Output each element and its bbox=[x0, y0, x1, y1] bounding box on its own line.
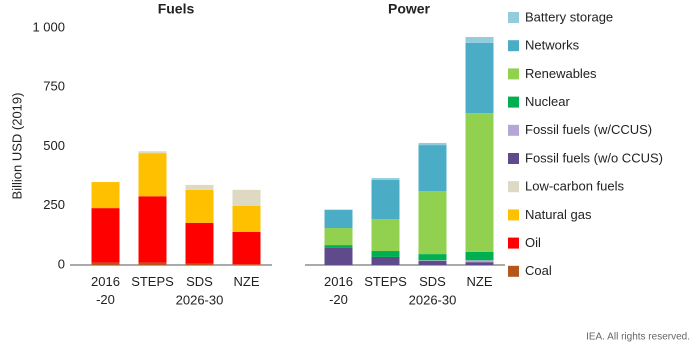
bar-segment bbox=[418, 260, 447, 261]
legend-swatch bbox=[508, 68, 519, 80]
legend-swatch bbox=[508, 181, 519, 193]
bar-segment bbox=[232, 205, 261, 232]
bar-segment bbox=[465, 260, 494, 263]
y-axis-label: Billion USD (2019) bbox=[9, 93, 24, 200]
legend-swatch bbox=[508, 265, 519, 277]
x-tick-label: SDS bbox=[186, 274, 213, 289]
bar-segment bbox=[418, 191, 447, 255]
bar-segment bbox=[232, 264, 261, 265]
bar-segment bbox=[371, 256, 400, 265]
bar-segment bbox=[465, 37, 494, 43]
bar-segment bbox=[91, 182, 120, 209]
legend-label: Natural gas bbox=[525, 207, 592, 222]
bar-segment bbox=[371, 251, 400, 257]
y-tick-label: 250 bbox=[43, 197, 65, 212]
bar-segment bbox=[418, 142, 447, 146]
bar-segment bbox=[324, 247, 353, 265]
bar-segment bbox=[232, 231, 261, 265]
bar-segment bbox=[91, 262, 120, 265]
bar-segment bbox=[91, 208, 120, 263]
x-tick-label: 2016 -20 bbox=[324, 274, 353, 307]
bar-segment bbox=[418, 145, 447, 192]
x-tick-label: NZE bbox=[467, 274, 493, 289]
legend-label: Networks bbox=[525, 38, 580, 53]
legend-label: Coal bbox=[525, 263, 552, 278]
bar-segment bbox=[465, 262, 494, 265]
bar-segment bbox=[138, 153, 167, 197]
bar-segment bbox=[371, 219, 400, 252]
bar-segment bbox=[465, 113, 494, 252]
y-tick-label: 0 bbox=[58, 256, 65, 271]
bar-segment bbox=[185, 222, 214, 264]
legend-label: Renewables bbox=[525, 66, 597, 81]
legend-label: Fossil fuels (w/o CCUS) bbox=[525, 150, 663, 165]
x-tick-label: 2016 -20 bbox=[91, 274, 120, 307]
bar-segment bbox=[465, 42, 494, 114]
bar-segment bbox=[371, 178, 400, 180]
bar-segment bbox=[418, 260, 447, 265]
bar-segment bbox=[418, 254, 447, 261]
footer: IEA. All rights reserved. bbox=[586, 332, 690, 343]
bar-segment bbox=[324, 228, 353, 246]
bar-segment bbox=[185, 189, 214, 223]
legend-label: Battery storage bbox=[525, 9, 613, 24]
group-label: 2026-30 bbox=[409, 292, 457, 307]
legend-swatch bbox=[508, 237, 519, 249]
legend-swatch bbox=[508, 40, 519, 52]
bar-segment bbox=[185, 263, 214, 265]
x-tick-label: STEPS bbox=[131, 274, 174, 289]
y-tick-label: 1 000 bbox=[32, 19, 65, 34]
bar-segment bbox=[138, 151, 167, 154]
legend-label: Oil bbox=[525, 235, 541, 250]
legend-label: Fossil fuels (w/CCUS) bbox=[525, 122, 652, 137]
bar-segment bbox=[138, 262, 167, 265]
legend-swatch bbox=[508, 153, 519, 164]
panel-title: Power bbox=[388, 1, 431, 17]
y-tick-label: 500 bbox=[43, 138, 65, 153]
x-tick-label: STEPS bbox=[364, 274, 407, 289]
bar-segment bbox=[371, 179, 400, 220]
legend-swatch bbox=[508, 209, 519, 221]
bar-segment bbox=[465, 251, 494, 261]
panel-title: Fuels bbox=[158, 1, 195, 17]
x-tick-label: NZE bbox=[234, 274, 260, 289]
bar-segment bbox=[324, 245, 353, 248]
legend-swatch bbox=[508, 96, 519, 108]
bar-segment bbox=[324, 210, 353, 229]
x-tick-label: SDS bbox=[419, 274, 446, 289]
bar-segment bbox=[232, 189, 261, 206]
group-label: 2026-30 bbox=[176, 292, 224, 307]
legend-label: Nuclear bbox=[525, 94, 570, 109]
legend-label: Low-carbon fuels bbox=[525, 179, 624, 194]
legend-swatch bbox=[508, 124, 519, 136]
y-tick-label: 750 bbox=[43, 79, 65, 94]
bar-segment bbox=[138, 196, 167, 263]
legend-swatch bbox=[508, 12, 519, 23]
bar-segment bbox=[185, 184, 214, 190]
